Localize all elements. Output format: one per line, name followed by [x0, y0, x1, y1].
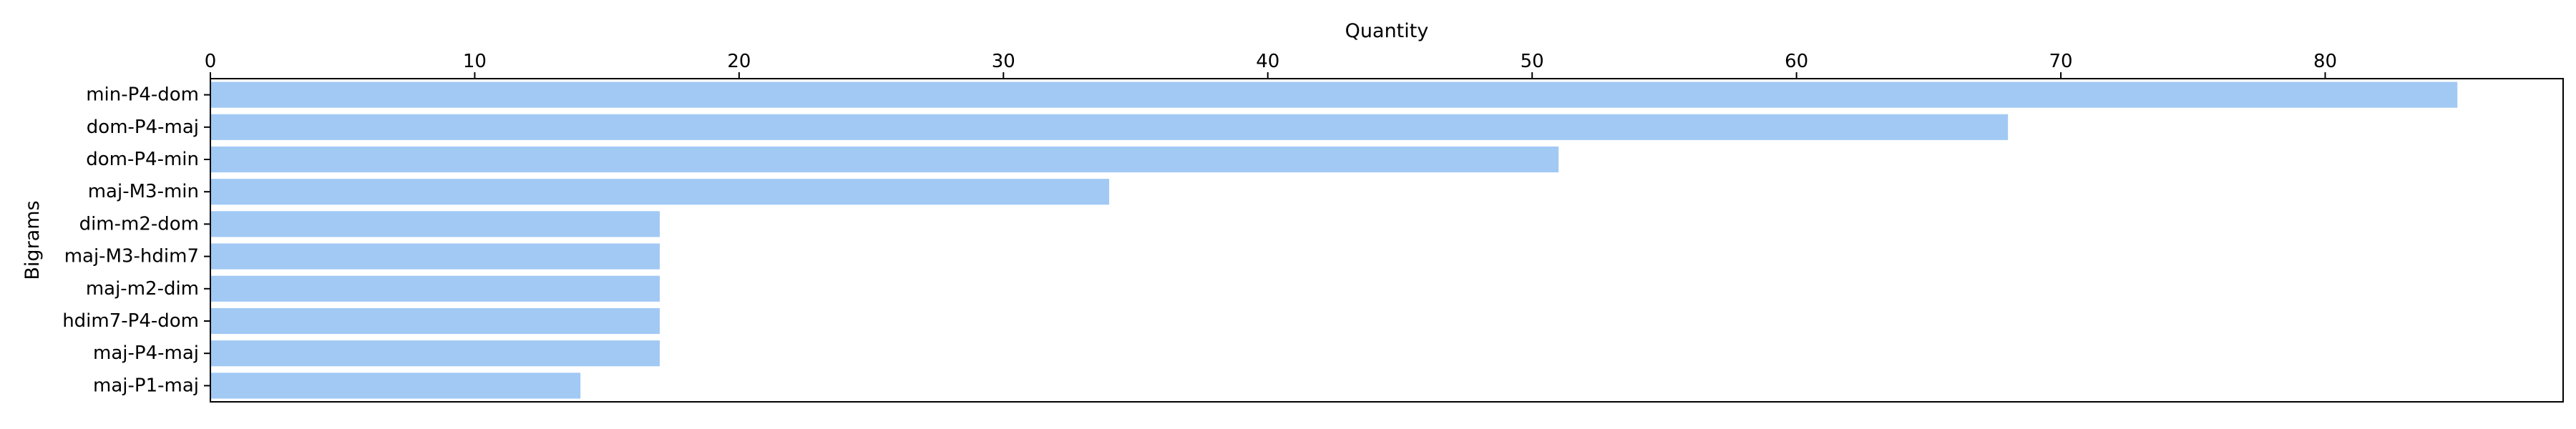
- y-tick-label: maj-M3-hdim7: [64, 246, 199, 267]
- bar-maj-m2-dim: [210, 275, 660, 302]
- bar-maj-M3-min: [210, 179, 1110, 205]
- y-tick-label: dom-P4-maj: [87, 117, 199, 138]
- x-axis-ticks: 0 10 20 30 40 50 60 70 80: [205, 51, 2337, 79]
- x-tick-label: 50: [1521, 51, 1544, 72]
- y-tick-label: dom-P4-min: [86, 149, 199, 170]
- x-tick-label: 20: [727, 51, 751, 72]
- plot-frame: [210, 78, 2564, 403]
- bar-maj-P4-maj: [210, 340, 660, 367]
- x-tick-label: 80: [2313, 51, 2337, 72]
- x-tick-label: 10: [463, 51, 487, 72]
- x-tick-label: 0: [205, 51, 217, 72]
- x-tick-label: 30: [992, 51, 1015, 72]
- x-axis-title: Quantity: [1345, 20, 1429, 42]
- bar-min-P4-dom: [210, 82, 2458, 108]
- y-tick-label: min-P4-dom: [86, 84, 199, 106]
- y-tick-label: maj-m2-dim: [86, 278, 199, 300]
- y-axis-ticks: min-P4-dom dom-P4-maj dom-P4-min maj-M3-min…: [62, 84, 210, 396]
- x-tick-label: 70: [2049, 51, 2073, 72]
- bar-dom-P4-min: [210, 146, 1559, 173]
- x-tick-label: 60: [1785, 51, 1808, 72]
- y-axis-title: Bigrams: [21, 200, 44, 280]
- x-tick-label: 40: [1256, 51, 1279, 72]
- y-tick-label: dim-m2-dom: [79, 213, 199, 235]
- bar-hdim7-P4-dom: [210, 307, 660, 335]
- y-tick-label: maj-M3-min: [88, 181, 199, 202]
- bar-dim-m2-dom: [210, 211, 660, 237]
- bar-dom-P4-maj: [210, 114, 2009, 140]
- bar-maj-M3-hdim7: [210, 243, 660, 270]
- y-tick-label: maj-P1-maj: [93, 375, 199, 396]
- y-tick-label: hdim7-P4-dom: [62, 310, 199, 332]
- bar-maj-P1-maj: [210, 373, 581, 399]
- bars: [210, 82, 2458, 399]
- y-tick-label: maj-P4-maj: [93, 342, 199, 364]
